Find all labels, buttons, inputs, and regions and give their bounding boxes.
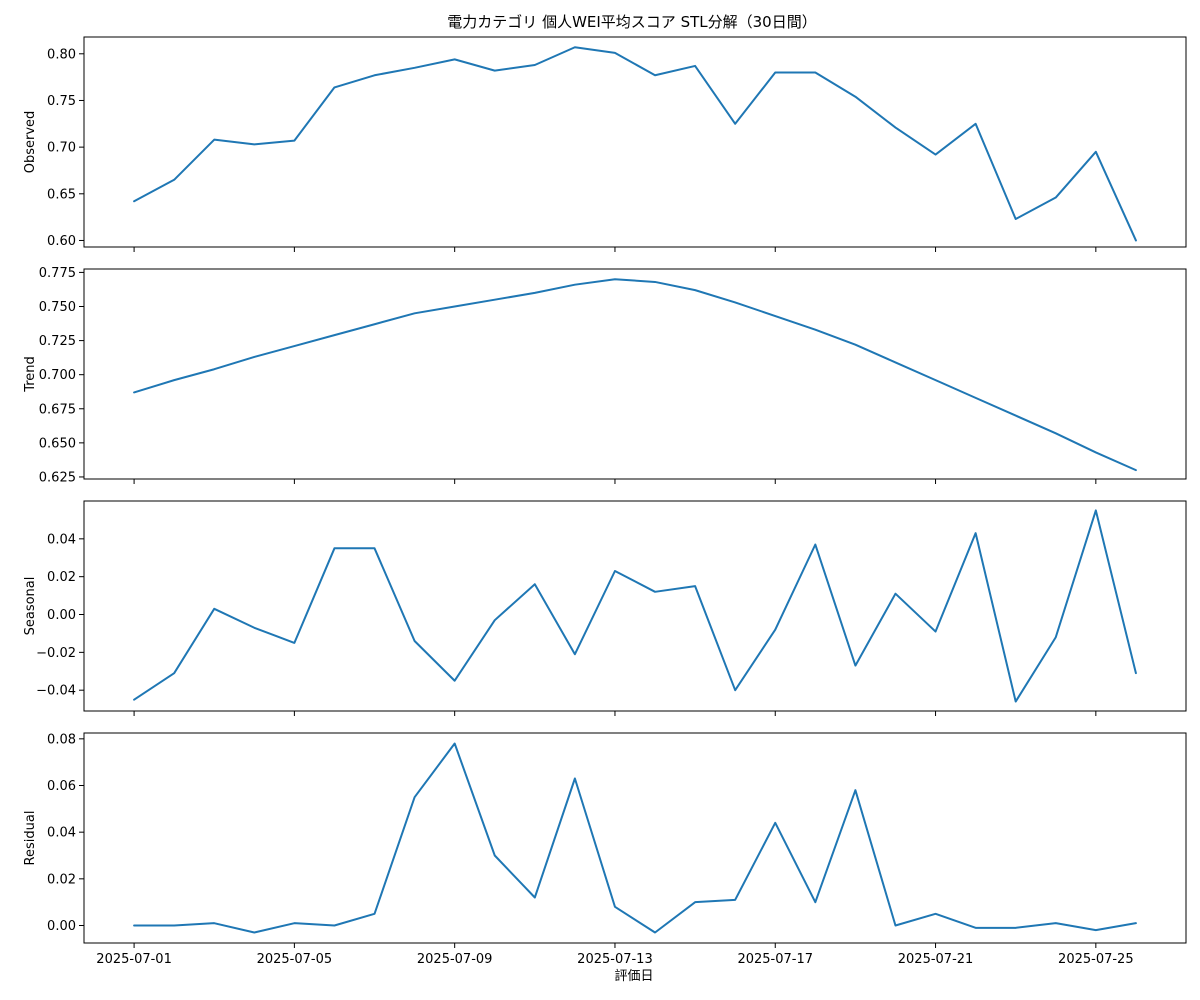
y-tick-label: 0.08 bbox=[47, 732, 76, 747]
x-tick-label: 2025-07-21 bbox=[898, 952, 974, 967]
y-tick-label: 0.700 bbox=[39, 368, 76, 383]
y-tick-label: 0.625 bbox=[39, 470, 76, 485]
y-tick-label: 0.04 bbox=[47, 826, 76, 841]
y-tick-label: 0.60 bbox=[47, 234, 76, 249]
y-tick-label: 0.750 bbox=[39, 300, 76, 315]
x-tick-label: 2025-07-09 bbox=[417, 952, 493, 967]
y-tick-label: 0.02 bbox=[47, 570, 76, 585]
y-tick-label: 0.75 bbox=[47, 94, 76, 109]
y-tick-label: 0.06 bbox=[47, 779, 76, 794]
y-tick-label: 0.80 bbox=[47, 47, 76, 62]
y-tick-label: −0.04 bbox=[36, 684, 76, 699]
y-tick-label: 0.04 bbox=[47, 532, 76, 547]
panel-trend: 0.625 0.650 0.675 0.700 0.725 0.750 0.775 Trend bbox=[23, 266, 1186, 486]
series-line-observed bbox=[134, 47, 1136, 240]
y-tick-label: 0.00 bbox=[47, 608, 76, 623]
x-tick-label: 2025-07-05 bbox=[257, 952, 333, 967]
x-tick-label: 2025-07-17 bbox=[737, 952, 813, 967]
panel-residual: 0.00 0.02 0.04 0.06 0.08 2025-07-01 2025-07-05… bbox=[23, 732, 1186, 967]
y-axis-label: Trend bbox=[23, 356, 38, 393]
y-tick-label: 0.650 bbox=[39, 436, 76, 451]
y-tick-label: 0.70 bbox=[47, 141, 76, 156]
x-tick-label: 2025-07-25 bbox=[1058, 952, 1134, 967]
axes-frame bbox=[84, 501, 1186, 711]
y-tick-label: −0.02 bbox=[36, 646, 76, 661]
x-tick-label: 2025-07-01 bbox=[96, 952, 172, 967]
y-tick-label: 0.65 bbox=[47, 187, 76, 202]
chart-title: 電力カテゴリ 個人WEI平均スコア STL分解（30日間） bbox=[447, 13, 816, 31]
panels-group: 0.600.650.700.750.80Observed0.6250.6500.… bbox=[23, 37, 1186, 967]
y-tick-label: 0.675 bbox=[39, 402, 76, 417]
series-line-seasonal bbox=[134, 510, 1136, 701]
panel-observed: 0.60 0.65 0.70 0.75 0.80 Observed bbox=[23, 37, 1186, 252]
series-line-trend bbox=[134, 279, 1136, 470]
axes-frame bbox=[84, 733, 1186, 943]
series-line-residual bbox=[134, 744, 1136, 933]
x-tick-label: 2025-07-13 bbox=[577, 952, 653, 967]
y-tick-label: 0.725 bbox=[39, 334, 76, 349]
axes-frame bbox=[84, 269, 1186, 479]
y-tick-label: 0.02 bbox=[47, 872, 76, 887]
panel-seasonal: −0.04 −0.02 0.00 0.02 0.04 Seasonal bbox=[23, 501, 1186, 716]
y-axis-label: Observed bbox=[23, 111, 38, 174]
y-tick-label: 0.00 bbox=[47, 919, 76, 934]
x-axis-label: 評価日 bbox=[614, 969, 653, 984]
y-axis-label: Seasonal bbox=[23, 577, 38, 636]
y-axis-label: Residual bbox=[23, 811, 38, 866]
y-tick-label: 0.775 bbox=[39, 266, 76, 281]
